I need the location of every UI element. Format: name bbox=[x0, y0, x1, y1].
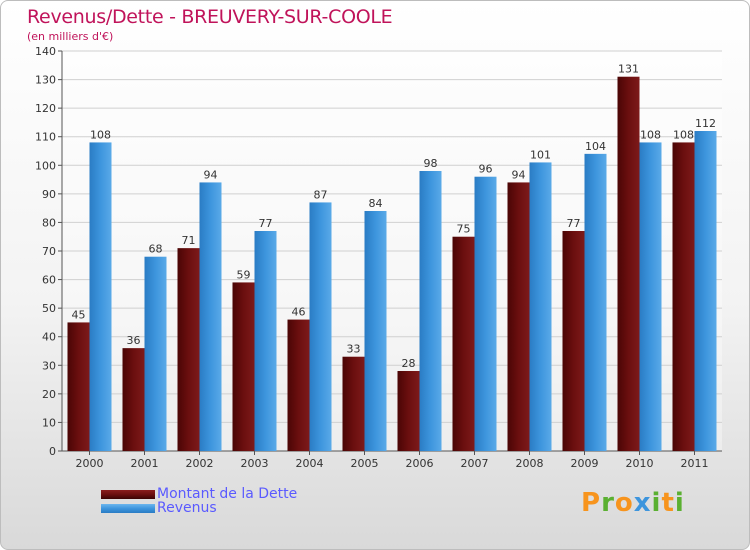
bar-dette bbox=[67, 322, 90, 451]
legend-label-dette: Montant de la Dette bbox=[157, 486, 298, 502]
data-label-revenus: 108 bbox=[90, 128, 111, 141]
data-label-dette: 71 bbox=[182, 234, 196, 247]
data-label-dette: 59 bbox=[237, 268, 251, 281]
data-label-dette: 94 bbox=[512, 168, 526, 181]
y-tick-label: 140 bbox=[35, 45, 56, 58]
bar-dette bbox=[397, 371, 420, 451]
logo-letter: i bbox=[674, 488, 685, 518]
bar-revenus bbox=[639, 142, 662, 451]
legend-label-revenus: Revenus bbox=[157, 500, 217, 516]
y-tick-label: 30 bbox=[42, 359, 56, 372]
bar-dette bbox=[122, 348, 145, 451]
chart-subtitle: (en milliers d'€) bbox=[27, 30, 114, 43]
data-label-dette: 28 bbox=[402, 357, 416, 370]
legend: Montant de la Dette Revenus bbox=[101, 487, 297, 515]
y-tick-label: 120 bbox=[35, 102, 56, 115]
y-tick-label: 90 bbox=[42, 188, 56, 201]
logo-letter: r bbox=[601, 488, 615, 518]
bar-dette bbox=[507, 182, 530, 451]
data-label-revenus: 87 bbox=[314, 188, 328, 201]
data-label-revenus: 84 bbox=[369, 197, 383, 210]
bar-revenus bbox=[144, 256, 167, 451]
bar-revenus bbox=[474, 176, 497, 451]
data-label-revenus: 112 bbox=[695, 117, 716, 130]
bar-revenus bbox=[584, 153, 607, 451]
bar-revenus bbox=[254, 231, 277, 451]
y-tick-label: 20 bbox=[42, 388, 56, 401]
y-tick-label: 10 bbox=[42, 416, 56, 429]
y-tick-label: 70 bbox=[42, 245, 56, 258]
x-tick-label: 2007 bbox=[461, 457, 489, 470]
data-label-dette: 33 bbox=[347, 343, 361, 356]
data-label-dette: 46 bbox=[292, 306, 306, 319]
y-tick-label: 60 bbox=[42, 274, 56, 287]
logo-letter: t bbox=[661, 488, 675, 518]
x-tick-label: 2002 bbox=[186, 457, 214, 470]
logo-letter: P bbox=[581, 488, 602, 518]
legend-item-revenus: Revenus bbox=[101, 501, 297, 515]
logo-letter: x bbox=[633, 488, 652, 518]
logo-letter: o bbox=[614, 488, 634, 518]
bar-revenus bbox=[89, 142, 112, 451]
x-tick-label: 2004 bbox=[296, 457, 324, 470]
bar-dette bbox=[342, 356, 365, 451]
logo-letter: i bbox=[651, 488, 662, 518]
bar-dette bbox=[617, 76, 640, 451]
legend-swatch-revenus bbox=[101, 503, 155, 513]
data-label-revenus: 77 bbox=[259, 217, 273, 230]
bar-dette bbox=[177, 248, 200, 451]
chart-title: Revenus/Dette - BREUVERY-SUR-COOLE bbox=[27, 6, 393, 28]
data-label-dette: 36 bbox=[127, 334, 141, 347]
data-label-revenus: 104 bbox=[585, 140, 606, 153]
y-tick-label: 40 bbox=[42, 331, 56, 344]
bar-revenus bbox=[694, 131, 717, 451]
data-label-revenus: 98 bbox=[424, 157, 438, 170]
x-tick-label: 2010 bbox=[626, 457, 654, 470]
proxiti-logo: Proxiti bbox=[581, 488, 685, 518]
x-tick-label: 2006 bbox=[406, 457, 434, 470]
data-label-revenus: 94 bbox=[204, 168, 218, 181]
data-label-revenus: 101 bbox=[530, 148, 551, 161]
bar-dette bbox=[452, 236, 475, 451]
data-label-dette: 131 bbox=[618, 63, 639, 76]
data-label-revenus: 108 bbox=[640, 128, 661, 141]
bar-dette bbox=[672, 142, 695, 451]
bar-revenus bbox=[529, 162, 552, 451]
x-tick-label: 2005 bbox=[351, 457, 379, 470]
bar-revenus bbox=[309, 202, 332, 451]
x-tick-label: 2001 bbox=[131, 457, 159, 470]
bar-revenus bbox=[364, 211, 387, 451]
bar-revenus bbox=[419, 171, 442, 451]
y-tick-label: 0 bbox=[49, 445, 56, 458]
data-label-dette: 108 bbox=[673, 128, 694, 141]
bar-dette bbox=[287, 319, 310, 451]
x-tick-label: 2003 bbox=[241, 457, 269, 470]
x-tick-label: 2008 bbox=[516, 457, 544, 470]
y-tick-label: 100 bbox=[35, 159, 56, 172]
data-label-dette: 45 bbox=[72, 308, 86, 321]
data-label-dette: 77 bbox=[567, 217, 581, 230]
y-tick-label: 50 bbox=[42, 302, 56, 315]
bar-revenus bbox=[199, 182, 222, 451]
data-label-revenus: 96 bbox=[479, 163, 493, 176]
legend-swatch-dette bbox=[101, 489, 155, 499]
x-tick-label: 2000 bbox=[76, 457, 104, 470]
bar-dette bbox=[562, 231, 585, 451]
x-tick-label: 2011 bbox=[681, 457, 709, 470]
bar-dette bbox=[232, 282, 255, 451]
legend-item-dette: Montant de la Dette bbox=[101, 487, 297, 501]
y-tick-label: 110 bbox=[35, 131, 56, 144]
y-tick-label: 130 bbox=[35, 74, 56, 87]
y-tick-label: 80 bbox=[42, 216, 56, 229]
data-label-dette: 75 bbox=[457, 223, 471, 236]
x-tick-label: 2009 bbox=[571, 457, 599, 470]
data-label-revenus: 68 bbox=[149, 243, 163, 256]
